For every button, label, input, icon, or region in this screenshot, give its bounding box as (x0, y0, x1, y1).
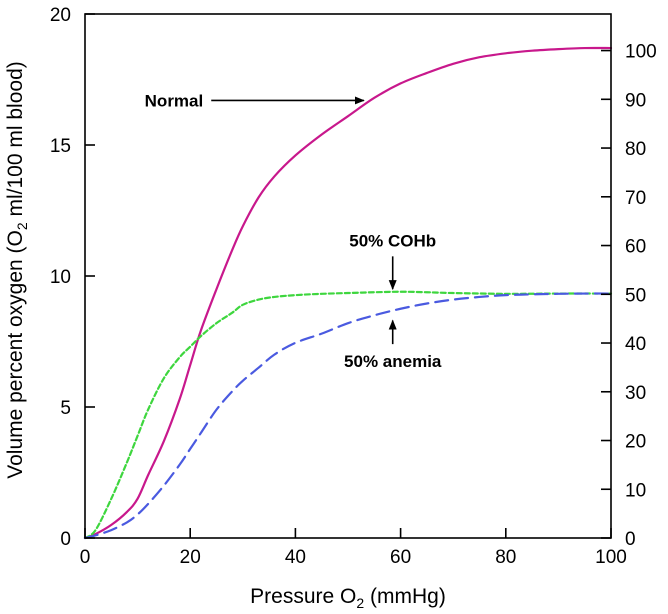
y-right-tick-label: 40 (625, 334, 646, 355)
x-tick-label: 80 (495, 547, 516, 568)
y-right-tick-label: 70 (625, 188, 646, 209)
y-left-axis-ticks: 0 5 10 15 20 (50, 5, 95, 550)
series-line-50pct-cohb (83, 290, 613, 540)
y-left-tick-label: 5 (60, 398, 71, 419)
y-left-tick-label: 10 (50, 267, 71, 288)
x-axis-title-subscript: 2 (356, 595, 364, 611)
y-right-tick-label: 20 (625, 432, 646, 453)
y-axis-title-pre: Volume percent oxygen (O (4, 230, 27, 479)
x-tick-label: 40 (285, 547, 306, 568)
y-left-tick-label: 15 (50, 136, 71, 157)
x-tick-label: 100 (595, 547, 627, 568)
x-axis-ticks: 0 20 40 60 80 100 (80, 528, 627, 568)
y-axis-left-title: Volume percent oxygen (O2 ml/100 ml bloo… (4, 61, 30, 479)
x-tick-label: 60 (390, 547, 411, 568)
y-right-tick-label: 30 (625, 383, 646, 404)
series-line-50pct-anemia (83, 292, 613, 540)
series-layer (83, 46, 613, 540)
x-axis-title-unit: (mmHg) (364, 585, 446, 608)
y-right-tick-label: 80 (625, 139, 646, 160)
y-right-tick-label: 60 (625, 237, 646, 258)
annotation-label-normal: Normal (145, 91, 204, 110)
x-axis-title-main: Pressure O (250, 585, 356, 608)
annotation-label-50pct-anemia: 50% anemia (344, 352, 442, 371)
y-left-tick-label: 0 (60, 529, 71, 550)
annotation-label-50pct-cohb: 50% COHb (349, 231, 436, 250)
x-axis-title: Pressure O2 (mmHg) (250, 585, 446, 611)
y-axis-title-post: ml/100 ml blood) (4, 61, 27, 222)
y-right-tick-label: 50 (625, 285, 646, 306)
y-right-tick-label: 100 (625, 42, 657, 63)
x-tick-label: 20 (180, 547, 201, 568)
annotations-layer: Normal 50% COHb 50% anemia (145, 91, 442, 371)
y-right-tick-label: 10 (625, 480, 646, 501)
y-right-axis-ticks: 0 10 20 30 40 50 60 70 80 90 100 (601, 42, 657, 550)
y-left-tick-label: 20 (50, 5, 71, 26)
y-right-tick-label: 0 (625, 529, 636, 550)
y-right-tick-label: 90 (625, 90, 646, 111)
x-tick-label: 0 (80, 547, 91, 568)
series-line-normal (83, 46, 613, 540)
y-axis-title-subscript: 2 (14, 222, 30, 230)
